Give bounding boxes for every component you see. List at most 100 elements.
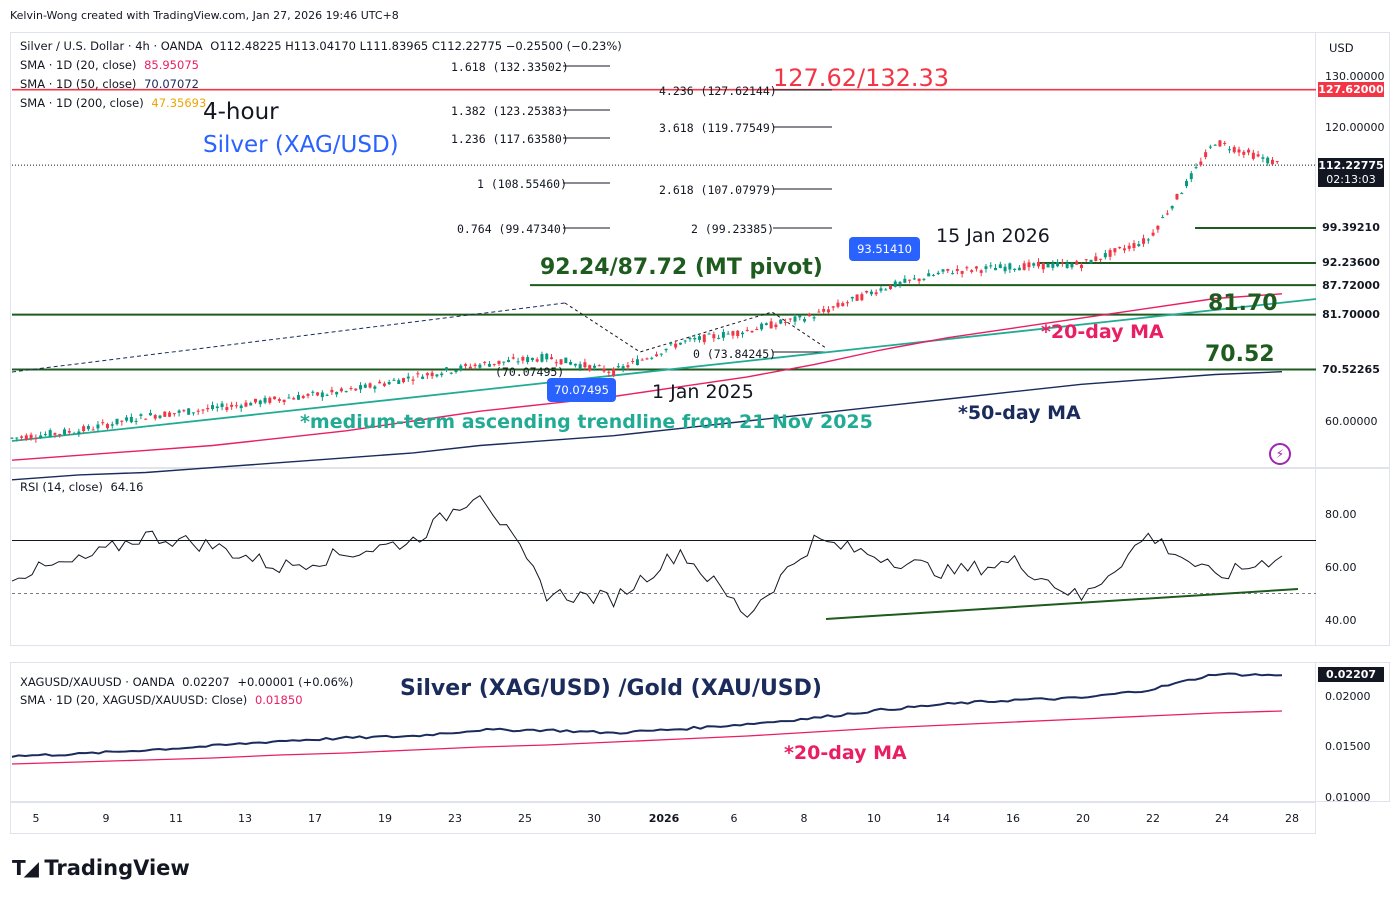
candle-body — [416, 373, 420, 375]
fib-label: (70.07495) — [495, 365, 565, 379]
candle-body — [425, 373, 429, 376]
sma20-legend[interactable]: SMA · 1D (20, close) 85.95075 — [20, 58, 199, 72]
candle-body — [1013, 268, 1017, 271]
candle-body — [535, 359, 539, 362]
ratio-pane[interactable] — [10, 662, 1316, 802]
ratio-legend[interactable]: XAGUSD/XAUUSD · OANDA 0.02207 +0.00001 (… — [20, 675, 353, 689]
candle-body — [148, 412, 152, 416]
ratio-sma-legend[interactable]: SMA · 1D (20, XAGUSD/XAUUSD: Close) 0.01… — [20, 693, 303, 707]
candle-body — [1003, 266, 1007, 272]
tradingview-logo[interactable]: T◢ TradingView — [12, 856, 190, 880]
candle-body — [1118, 246, 1122, 249]
ratio-title-annotation: Silver (XAG/USD) /Gold (XAU/USD) — [400, 676, 822, 701]
timeframe-annotation: 4-hour — [203, 99, 279, 125]
candle-body — [449, 372, 453, 374]
candle-body — [392, 379, 396, 381]
candle-body — [158, 415, 162, 418]
candle-body — [788, 318, 792, 320]
candle-body — [1037, 261, 1041, 267]
candle-body — [86, 426, 90, 430]
candle-body — [72, 433, 76, 435]
ratio-ma20-line — [11, 710, 1283, 765]
candle-body — [211, 405, 215, 410]
price-pane[interactable] — [10, 32, 1316, 468]
candle-body — [339, 388, 343, 392]
rsi-tick: 60.00 — [1325, 561, 1357, 574]
candle-body — [1247, 149, 1251, 153]
brand-name: TradingView — [44, 856, 190, 880]
candle-body — [1266, 157, 1270, 164]
candle-body — [39, 435, 43, 438]
candle-body — [1008, 263, 1012, 270]
candle-body — [172, 413, 176, 415]
candle-body — [1027, 262, 1031, 268]
candle-body — [1270, 159, 1274, 165]
candle-body — [850, 296, 854, 299]
candle-body — [249, 402, 253, 406]
candle-body — [215, 406, 219, 409]
candle-body — [397, 380, 401, 384]
candle-body — [268, 397, 272, 403]
candle-body — [831, 306, 835, 308]
candle-body — [244, 402, 248, 407]
sma200-legend[interactable]: SMA · 1D (200, close) 47.35693 — [20, 96, 206, 110]
candle-body — [798, 315, 802, 318]
candle-body — [1032, 263, 1036, 266]
rsi-legend[interactable]: RSI (14, close) 64.16 — [20, 480, 143, 494]
candle-body — [1218, 140, 1222, 147]
time-tick: 30 — [587, 812, 601, 825]
time-tick: 11 — [169, 812, 183, 825]
ratio-sma-label: SMA · 1D (20, XAGUSD/XAUUSD: Close) — [20, 693, 248, 707]
candle-body — [301, 396, 305, 399]
candle-body — [597, 365, 601, 367]
candle-body — [793, 316, 797, 322]
candle-body — [468, 366, 472, 369]
candle-body — [1189, 173, 1193, 180]
candle-body — [1079, 264, 1083, 269]
candle-body — [230, 404, 234, 407]
candle-body — [1161, 217, 1165, 219]
candle-body — [1046, 263, 1050, 268]
candle-body — [583, 362, 587, 368]
candle-body — [48, 430, 52, 437]
ratio-current-label: 0.02207 — [1318, 667, 1384, 682]
candle-body — [206, 408, 210, 410]
candle-body — [163, 411, 167, 417]
candle-body — [134, 420, 138, 422]
time-tick: 16 — [1006, 812, 1020, 825]
lightning-icon[interactable]: ⚡ — [1269, 443, 1291, 465]
candle-body — [1070, 263, 1074, 268]
time-axis[interactable] — [10, 802, 1316, 834]
candle-body — [817, 311, 821, 313]
candle-body — [258, 400, 262, 405]
candle-body — [908, 279, 912, 281]
candle-body — [234, 405, 238, 407]
fib-label: 0 (73.84245) — [693, 347, 777, 361]
rsi-axis[interactable] — [1316, 468, 1390, 646]
candle-body — [674, 343, 678, 348]
time-tick: 14 — [936, 812, 950, 825]
ratio-axis[interactable] — [1316, 662, 1390, 802]
symbol-legend[interactable]: Silver / U.S. Dollar · 4h · OANDA O112.4… — [20, 39, 622, 53]
candle-body — [941, 269, 945, 272]
rsi-pane[interactable] — [10, 468, 1316, 646]
candle-body — [378, 381, 382, 384]
candle-body — [955, 268, 959, 271]
candle-body — [67, 431, 71, 433]
candle-body — [187, 408, 191, 415]
sma50-legend[interactable]: SMA · 1D (50, close) 70.07072 — [20, 77, 199, 91]
candle-body — [406, 376, 410, 379]
candle-body — [440, 373, 444, 376]
candle-body — [645, 358, 649, 360]
time-tick: 24 — [1215, 812, 1229, 825]
chart-credit: Kelvin-Wong created with TradingView.com… — [10, 9, 399, 22]
price-axis[interactable] — [1316, 32, 1390, 468]
candle-body — [1108, 250, 1112, 257]
currency-button[interactable]: USD — [1329, 41, 1354, 55]
candle-body — [530, 357, 534, 361]
candle-body — [1127, 245, 1131, 249]
candle-body — [569, 362, 573, 365]
candle-body — [177, 410, 181, 413]
candle-body — [655, 354, 659, 357]
candle-body — [292, 398, 296, 400]
